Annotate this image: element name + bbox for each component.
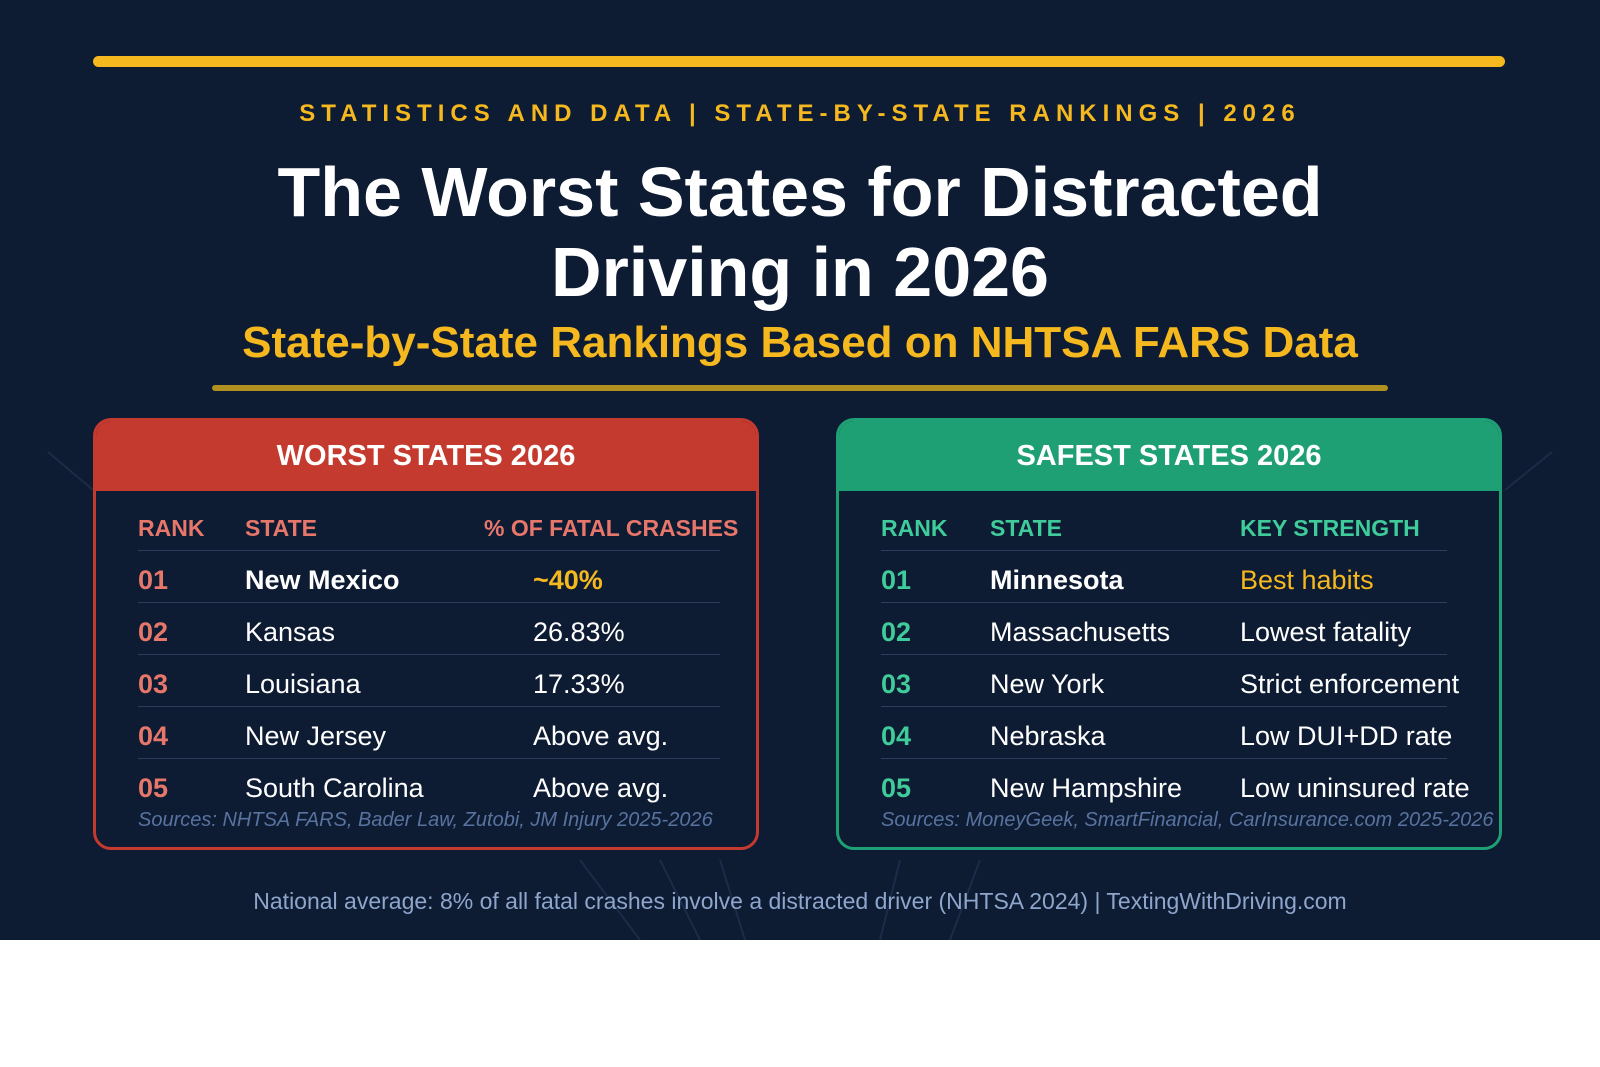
rank-cell: 04 (138, 721, 169, 751)
table-row: 04 Nebraska Low DUI+DD rate (839, 707, 1499, 759)
safest-states-panel: SAFEST STATES 2026 RANK STATE KEY STRENG… (836, 418, 1502, 850)
state-cell: Massachusetts (990, 617, 1171, 647)
state-cell: Nebraska (990, 721, 1106, 751)
table-row: 05 New Hampshire Low uninsured rate (839, 759, 1499, 811)
rank-cell: 05 (881, 773, 912, 803)
rank-cell: 02 (881, 617, 912, 647)
table-row: 04 New Jersey Above avg. (96, 707, 756, 759)
worst-states-heading: WORST STATES 2026 (96, 421, 756, 491)
state-cell: Kansas (245, 617, 336, 647)
state-cell: Minnesota (990, 565, 1124, 595)
value-cell: 26.83% (533, 617, 625, 647)
rank-cell: 01 (881, 565, 912, 595)
table-row: 02 Massachusetts Lowest fatality (839, 603, 1499, 655)
subtitle-underline (212, 385, 1388, 391)
table-row: 01 Minnesota Best habits (839, 551, 1499, 603)
divider (138, 602, 720, 603)
safest-states-source: Sources: MoneyGeek, SmartFinancial, CarI… (881, 809, 1494, 831)
rank-cell: 03 (881, 669, 912, 699)
divider (138, 758, 720, 759)
rank-cell: 05 (138, 773, 169, 803)
divider (138, 654, 720, 655)
state-cell: South Carolina (245, 773, 424, 803)
table-row: 03 Louisiana 17.33% (96, 655, 756, 707)
kicker-text: STATISTICS AND DATA | STATE-BY-STATE RAN… (299, 100, 1301, 127)
table-row: 01 New Mexico ~40% (96, 551, 756, 603)
column-header-rank: RANK (138, 515, 205, 541)
subtitle: State-by-State Rankings Based on NHTSA F… (242, 318, 1358, 367)
divider (881, 602, 1447, 603)
state-cell: New Mexico (245, 565, 400, 595)
value-cell: Above avg. (533, 773, 669, 803)
worst-states-source: Sources: NHTSA FARS, Bader Law, Zutobi, … (138, 809, 713, 831)
rank-cell: 01 (138, 565, 169, 595)
table-header-row: RANK STATE % OF FATAL CRASHES (96, 491, 756, 551)
title-line-1: The Worst States for Distracted (277, 153, 1323, 231)
page-title: The Worst States for Distracted Driving … (0, 152, 1600, 312)
value-cell: Low uninsured rate (1240, 773, 1470, 803)
worst-states-table: RANK STATE % OF FATAL CRASHES 01 New Mex… (96, 491, 756, 811)
state-cell: Louisiana (245, 669, 361, 699)
footer-note: National average: 8% of all fatal crashe… (253, 888, 1347, 914)
column-header-key-strength: KEY STRENGTH (1240, 515, 1420, 541)
divider (881, 758, 1447, 759)
divider (881, 550, 1447, 551)
column-header-state: STATE (990, 515, 1062, 541)
state-cell: New Jersey (245, 721, 387, 751)
column-header-rank: RANK (881, 515, 948, 541)
table-header-row: RANK STATE KEY STRENGTH (839, 491, 1499, 551)
safest-states-table: RANK STATE KEY STRENGTH 01 Minnesota Bes… (839, 491, 1499, 811)
divider (138, 706, 720, 707)
value-cell: Above avg. (533, 721, 669, 751)
rank-cell: 04 (881, 721, 912, 751)
state-cell: New York (990, 669, 1105, 699)
rank-cell: 03 (138, 669, 169, 699)
divider (138, 550, 720, 551)
column-header-percent: % OF FATAL CRASHES (484, 515, 739, 541)
value-cell: Best habits (1240, 565, 1374, 595)
title-line-2: Driving in 2026 (551, 233, 1049, 311)
worst-states-panel: WORST STATES 2026 RANK STATE % OF FATAL … (93, 418, 759, 850)
table-row: 02 Kansas 26.83% (96, 603, 756, 655)
table-row: 03 New York Strict enforcement (839, 655, 1499, 707)
column-header-state: STATE (245, 515, 317, 541)
rank-cell: 02 (138, 617, 169, 647)
divider (881, 706, 1447, 707)
value-cell: 17.33% (533, 669, 625, 699)
top-accent-bar (93, 56, 1505, 67)
value-cell: Strict enforcement (1240, 669, 1460, 699)
table-row: 05 South Carolina Above avg. (96, 759, 756, 811)
background-decoration (47, 451, 1553, 940)
value-cell: Low DUI+DD rate (1240, 721, 1453, 751)
state-cell: New Hampshire (990, 773, 1183, 803)
infographic-canvas: STATISTICS AND DATA | STATE-BY-STATE RAN… (0, 0, 1600, 940)
divider (881, 654, 1447, 655)
value-cell: Lowest fatality (1240, 617, 1412, 647)
value-cell: ~40% (533, 565, 603, 595)
safest-states-heading: SAFEST STATES 2026 (839, 421, 1499, 491)
